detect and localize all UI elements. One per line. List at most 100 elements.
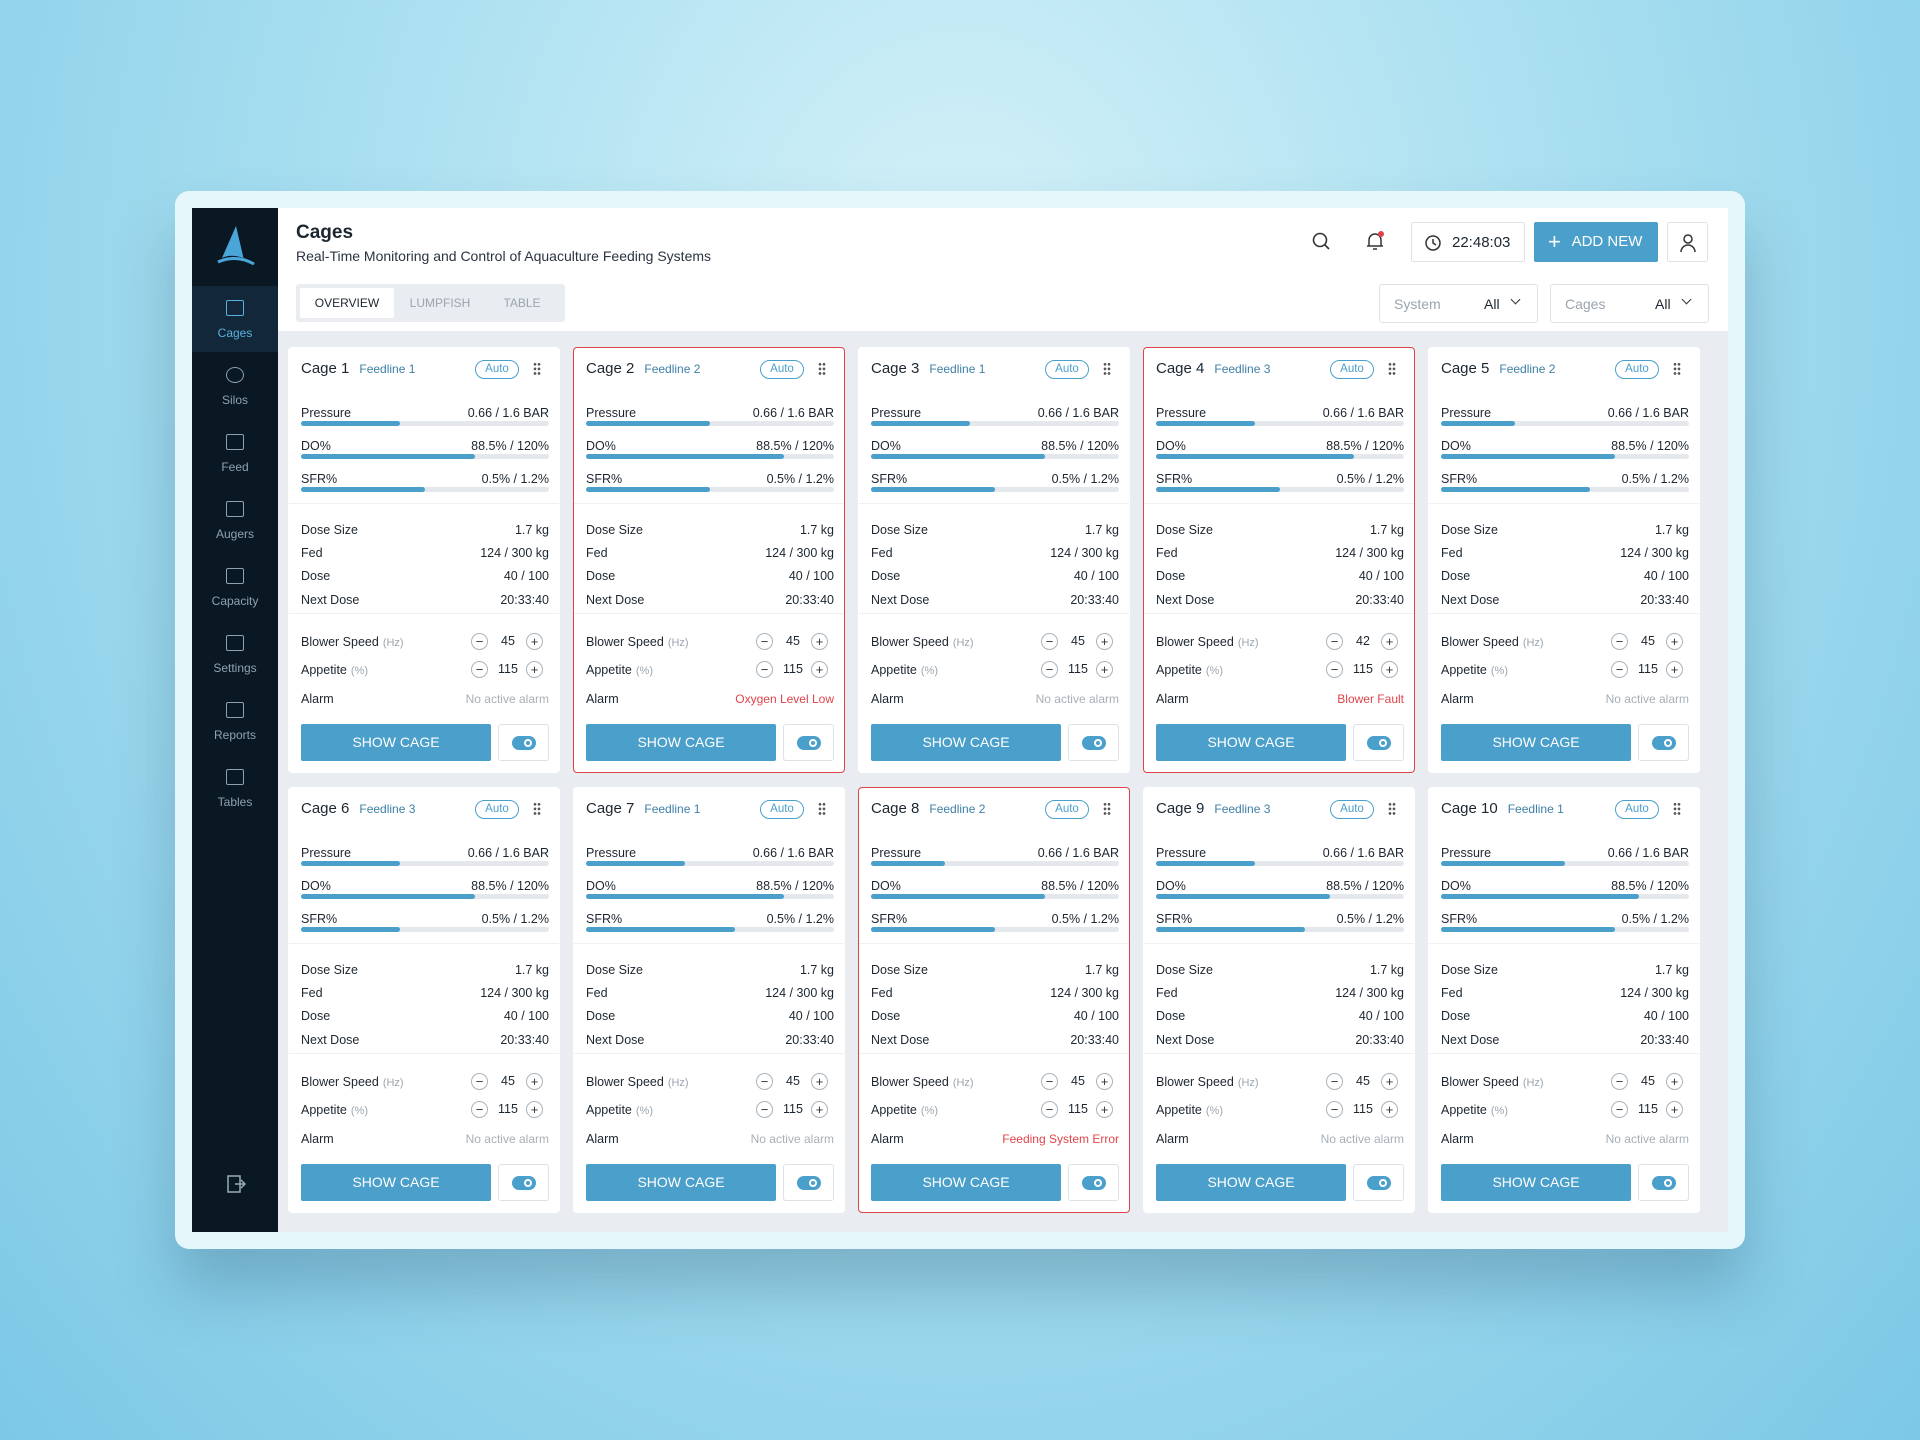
mode-badge[interactable]: Auto (760, 360, 804, 379)
mode-badge[interactable]: Auto (1330, 360, 1374, 379)
toggle-box[interactable] (1353, 1164, 1404, 1201)
minus-button[interactable]: − (1326, 1073, 1343, 1090)
clock: 22:48:03 (1411, 222, 1525, 262)
mode-badge[interactable]: Auto (1330, 800, 1374, 819)
plus-button[interactable]: + (1666, 1101, 1683, 1118)
minus-button[interactable]: − (471, 1101, 488, 1118)
mode-badge[interactable]: Auto (475, 360, 519, 379)
show-cage-button[interactable]: SHOW CAGE (301, 724, 491, 761)
minus-button[interactable]: − (756, 661, 773, 678)
plus-button[interactable]: + (1381, 633, 1398, 650)
minus-button[interactable]: − (1611, 1101, 1628, 1118)
plus-button[interactable]: + (1096, 633, 1113, 650)
minus-button[interactable]: − (471, 661, 488, 678)
cage-name: Cage 1 (301, 360, 350, 377)
plus-button[interactable]: + (1096, 661, 1113, 678)
plus-button[interactable]: + (1381, 661, 1398, 678)
show-cage-button[interactable]: SHOW CAGE (301, 1164, 491, 1201)
plus-button[interactable]: + (811, 1101, 828, 1118)
nav-item[interactable]: Silos (192, 353, 278, 419)
minus-button[interactable]: − (1611, 661, 1628, 678)
toggle-box[interactable] (1638, 724, 1689, 761)
show-cage-button[interactable]: SHOW CAGE (586, 724, 776, 761)
clock-time: 22:48:03 (1452, 234, 1511, 251)
toggle-box[interactable] (783, 1164, 834, 1201)
plus-button[interactable]: + (811, 1073, 828, 1090)
plus-button[interactable]: + (1381, 1073, 1398, 1090)
minus-button[interactable]: − (1041, 1073, 1058, 1090)
metric-row: DO% 88.5% / 120% (586, 878, 834, 894)
toggle-box[interactable] (783, 724, 834, 761)
show-cage-button[interactable]: SHOW CAGE (586, 1164, 776, 1201)
nav-item[interactable]: Capacity (192, 554, 278, 620)
metric-label: Pressure (301, 846, 352, 860)
mode-badge[interactable]: Auto (475, 800, 519, 819)
filter-dropdown[interactable]: Cages All (1550, 284, 1709, 323)
toggle-box[interactable] (498, 1164, 549, 1201)
plus-button[interactable]: + (1666, 1073, 1683, 1090)
plus-button[interactable]: + (526, 1073, 543, 1090)
metric-label: Pressure (871, 846, 922, 860)
plus-button[interactable]: + (811, 661, 828, 678)
plus-button[interactable]: + (1666, 633, 1683, 650)
add-new-button[interactable]: + ADD NEW (1534, 222, 1658, 262)
nav-item[interactable]: Cages (192, 286, 278, 352)
nav-item[interactable]: Settings (192, 621, 278, 687)
mode-badge[interactable]: Auto (1045, 800, 1089, 819)
tab[interactable]: TABLE (503, 296, 541, 310)
alarm-label: Alarm (301, 1132, 334, 1146)
plus-button[interactable]: + (526, 661, 543, 678)
minus-button[interactable]: − (1326, 661, 1343, 678)
mode-badge[interactable]: Auto (1615, 800, 1659, 819)
toggle-box[interactable] (1068, 724, 1119, 761)
logout-icon[interactable] (226, 1174, 246, 1194)
minus-button[interactable]: − (1041, 661, 1058, 678)
mode-badge[interactable]: Auto (1615, 360, 1659, 379)
filter-dropdown[interactable]: System All (1379, 284, 1538, 323)
metric-row: Pressure 0.66 / 1.6 BAR (1441, 405, 1689, 421)
plus-button[interactable]: + (526, 633, 543, 650)
control-value: 45 (1356, 1074, 1370, 1088)
progress-track (871, 421, 1119, 426)
minus-button[interactable]: − (471, 633, 488, 650)
metric-value: 88.5% / 120% (756, 879, 834, 893)
minus-button[interactable]: − (1041, 1101, 1058, 1118)
info-row: Dose Size 1.7 kg (301, 962, 549, 978)
plus-button[interactable]: + (1381, 1101, 1398, 1118)
minus-button[interactable]: − (756, 1101, 773, 1118)
plus-button[interactable]: + (1096, 1073, 1113, 1090)
plus-button[interactable]: + (1666, 661, 1683, 678)
toggle-box[interactable] (1638, 1164, 1689, 1201)
minus-button[interactable]: − (756, 1073, 773, 1090)
show-cage-button[interactable]: SHOW CAGE (1441, 1164, 1631, 1201)
plus-button[interactable]: + (1096, 1101, 1113, 1118)
show-cage-button[interactable]: SHOW CAGE (871, 724, 1061, 761)
minus-button[interactable]: − (1041, 633, 1058, 650)
search-icon[interactable] (1311, 231, 1331, 251)
toggle-box[interactable] (1353, 724, 1404, 761)
plus-button[interactable]: + (526, 1101, 543, 1118)
minus-button[interactable]: − (1611, 633, 1628, 650)
tab[interactable]: LUMPFISH (409, 296, 471, 310)
minus-button[interactable]: − (1326, 633, 1343, 650)
minus-button[interactable]: − (471, 1073, 488, 1090)
show-cage-button[interactable]: SHOW CAGE (871, 1164, 1061, 1201)
nav-item[interactable]: Feed (192, 420, 278, 486)
user-button[interactable] (1667, 222, 1708, 262)
show-cage-button[interactable]: SHOW CAGE (1156, 724, 1346, 761)
mode-badge[interactable]: Auto (1045, 360, 1089, 379)
toggle-box[interactable] (1068, 1164, 1119, 1201)
nav-item[interactable]: Reports (192, 688, 278, 754)
bell-icon[interactable] (1365, 230, 1385, 252)
show-cage-button[interactable]: SHOW CAGE (1156, 1164, 1346, 1201)
plus-button[interactable]: + (811, 633, 828, 650)
nav-item[interactable]: Tables (192, 755, 278, 821)
tab[interactable]: OVERVIEW (300, 288, 394, 318)
minus-button[interactable]: − (756, 633, 773, 650)
nav-item[interactable]: Augers (192, 487, 278, 553)
minus-button[interactable]: − (1611, 1073, 1628, 1090)
mode-badge[interactable]: Auto (760, 800, 804, 819)
show-cage-button[interactable]: SHOW CAGE (1441, 724, 1631, 761)
minus-button[interactable]: − (1326, 1101, 1343, 1118)
toggle-box[interactable] (498, 724, 549, 761)
